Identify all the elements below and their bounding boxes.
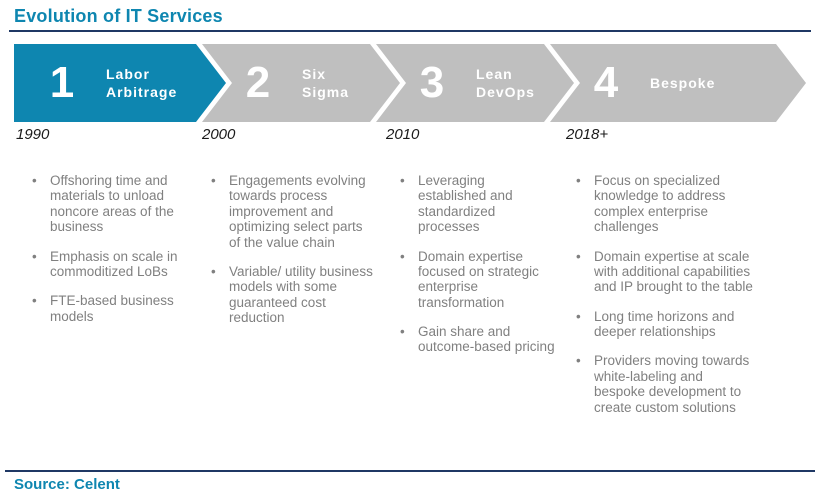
stage-4-year: 2018+: [566, 126, 609, 143]
chevron-1-shape: [14, 44, 226, 122]
bullet-item: Leveraging established and standardized …: [396, 173, 556, 235]
stage-2-label: Six Sigma: [302, 65, 350, 100]
stage-1-label: Labor Arbitrage: [106, 65, 178, 100]
stage-4-bullets: Focus on specialized knowledge to addres…: [572, 173, 756, 429]
stage-1-chevron: 1 Labor Arbitrage: [32, 44, 212, 122]
bullet-item: Engagements evolving towards process imp…: [207, 173, 373, 250]
process-chevron-band: 1 Labor Arbitrage 2 Six Sigma 3 Lean Dev…: [14, 44, 806, 122]
bullet-item: Variable/ utility business models with s…: [207, 264, 373, 326]
bullet-item: Domain expertise focused on strategic en…: [396, 249, 556, 311]
bullet-item: Focus on specialized knowledge to addres…: [572, 173, 756, 235]
stage-3-year: 2010: [386, 126, 420, 143]
title-divider: [9, 30, 811, 32]
stage-4-chevron: 4 Bespoke: [550, 44, 806, 122]
bullet-item: Providers moving towards white-labeling …: [572, 353, 756, 415]
bullet-item: Domain expertise at scale with additiona…: [572, 249, 756, 295]
bullet-item: Emphasis on scale in commoditized LoBs: [28, 249, 190, 280]
chevron-3-shape: [376, 44, 574, 122]
timeline-years: 1990 2000 2010 2018+: [0, 126, 820, 146]
stage-3-chevron: 3 Lean DevOps: [376, 44, 574, 122]
stage-4-label: Bespoke: [650, 74, 716, 91]
source-label: Source: Celent: [14, 476, 120, 493]
stage-1-bullets: Offshoring time and materials to unload …: [28, 173, 190, 338]
bullet-item: Offshoring time and materials to unload …: [28, 173, 190, 235]
stage-3-number: 3: [419, 58, 445, 107]
bullet-item: FTE-based business models: [28, 293, 190, 324]
bullet-item: Long time horizons and deeper relationsh…: [572, 309, 756, 340]
bullet-item: Gain share and outcome-based pricing: [396, 324, 556, 355]
chevron-shapes: [14, 44, 806, 122]
chevron-4-shape: [550, 44, 806, 122]
stage-3-bullets: Leveraging established and standardized …: [396, 173, 556, 369]
stage-2-number: 2: [245, 58, 271, 107]
footer-divider: [5, 470, 815, 472]
chevron-2-shape: [202, 44, 400, 122]
stage-1-number: 1: [49, 58, 75, 107]
stage-2-year: 2000: [202, 126, 236, 143]
stage-3-label: Lean DevOps: [476, 65, 535, 100]
page-title: Evolution of IT Services: [14, 6, 223, 26]
stage-4-number: 4: [593, 58, 619, 107]
stage-1-year: 1990: [16, 126, 50, 143]
stage-2-bullets: Engagements evolving towards process imp…: [207, 173, 373, 339]
stage-2-chevron: 2 Six Sigma: [202, 44, 400, 122]
